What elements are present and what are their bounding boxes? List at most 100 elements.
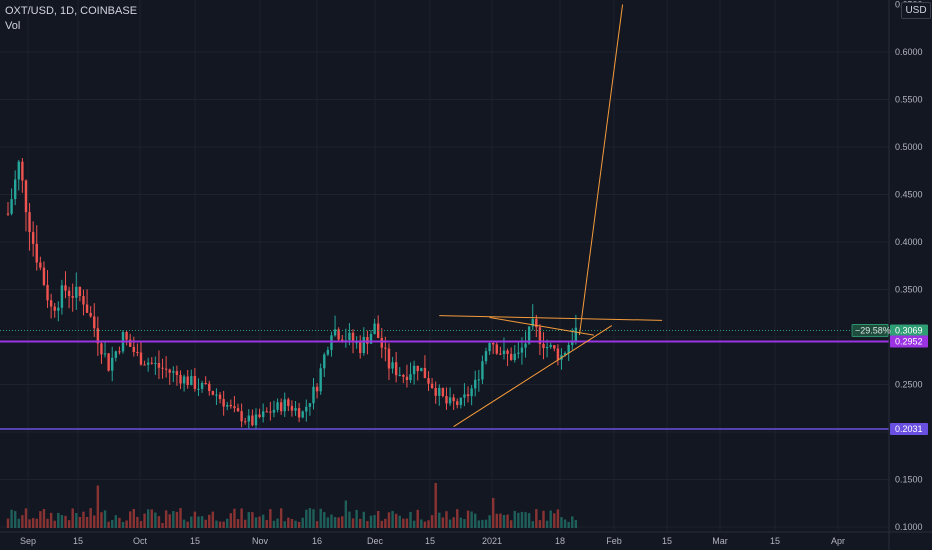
currency-badge[interactable]: USD <box>901 2 931 19</box>
volume-bar <box>154 512 157 528</box>
volume-bar <box>333 517 337 528</box>
candle-body <box>484 351 488 362</box>
volume-bar <box>556 509 560 528</box>
candle-body <box>261 411 265 418</box>
candle-body <box>31 232 35 244</box>
candle-body <box>49 300 53 307</box>
support-price-tag: 0.2031 <box>890 423 928 436</box>
candle-body <box>78 286 82 297</box>
candle-body <box>445 396 448 404</box>
candle-body <box>330 335 333 350</box>
volume-bar <box>297 521 301 528</box>
candle-body <box>535 319 538 328</box>
candle-body <box>495 344 498 354</box>
candle-body <box>157 363 161 368</box>
volume-bar <box>387 512 391 528</box>
candle-body <box>283 399 286 412</box>
candle-body <box>24 180 28 213</box>
volume-bar <box>168 514 171 528</box>
candle-body <box>132 346 135 353</box>
candle-body <box>208 383 211 392</box>
candle-body <box>10 199 13 214</box>
candle-body <box>384 347 387 349</box>
volume-bar <box>157 516 161 528</box>
candle-body <box>351 332 355 343</box>
volume-bar <box>567 521 570 528</box>
candle-body <box>139 352 143 365</box>
price-tick-label: 0.5500 <box>895 95 923 105</box>
volume-bar <box>164 510 168 528</box>
volume-bar <box>114 515 118 528</box>
candle-body <box>17 161 20 180</box>
time-tick-label: 15 <box>190 536 200 546</box>
support-price-tag-text: 0.2031 <box>895 424 923 434</box>
candle-body <box>527 326 531 344</box>
candle-body <box>82 296 85 305</box>
volume-bar <box>49 512 53 528</box>
candle-body <box>391 362 394 369</box>
volume-bar <box>330 514 333 528</box>
candle-body <box>35 243 38 263</box>
volume-bar <box>254 517 258 528</box>
candle-body <box>251 415 254 426</box>
candle-body <box>100 343 103 355</box>
volume-bar <box>226 518 229 528</box>
volume-bar <box>233 508 236 528</box>
volume-bar <box>506 514 509 528</box>
last-price-tag: 0.3069 <box>890 324 928 337</box>
candle-body <box>398 374 401 376</box>
volume-bar <box>46 518 49 528</box>
candle-body <box>226 404 229 407</box>
volume-bar <box>190 516 193 528</box>
candle-body <box>111 357 114 371</box>
candle-body <box>538 327 542 344</box>
volume-bar <box>398 515 401 528</box>
change-percent-badge: −29.58% <box>851 324 891 337</box>
candle-body <box>477 379 481 381</box>
candle-body <box>556 348 560 360</box>
change-percent-text: −29.58% <box>855 325 891 335</box>
candle-body <box>39 262 42 268</box>
time-tick-label: 2021 <box>482 536 502 546</box>
volume-bar <box>236 519 240 528</box>
candle-body <box>513 353 516 361</box>
candle-body <box>222 399 225 407</box>
candle-body <box>394 362 398 376</box>
volume-bar <box>6 518 10 528</box>
candle-body <box>143 364 146 366</box>
candle-body <box>517 352 520 354</box>
volume-bar <box>305 509 308 528</box>
volume-bar <box>150 509 153 528</box>
candle-body <box>359 342 362 353</box>
volume-bar <box>193 511 197 528</box>
volume-bar <box>430 515 434 528</box>
candle-body <box>319 368 322 392</box>
candle-body <box>362 337 366 353</box>
volume-bar <box>89 508 92 528</box>
volume-bar <box>391 510 394 528</box>
candle-body <box>456 401 459 405</box>
candle-body <box>531 319 534 327</box>
volume-bar <box>244 519 247 528</box>
symbol-title: OXT/USD, 1D, COINBASE <box>5 5 138 17</box>
volume-bar <box>517 512 520 528</box>
candle-body <box>545 346 549 349</box>
volume-bar <box>96 485 100 528</box>
candle-body <box>301 411 304 418</box>
resistance-price-tag: 0.2952 <box>890 335 928 348</box>
volume-bar <box>240 508 243 528</box>
trendline <box>439 315 663 321</box>
candle-body <box>211 391 215 395</box>
volume-bar <box>28 519 31 528</box>
volume-bar <box>409 511 412 528</box>
candle-body <box>258 414 261 418</box>
candle-body <box>290 405 294 411</box>
volume-bar <box>57 512 60 528</box>
candle-body <box>441 387 445 397</box>
volume-bar <box>283 521 286 528</box>
volume-bar <box>132 508 135 528</box>
candle-body <box>438 387 441 396</box>
